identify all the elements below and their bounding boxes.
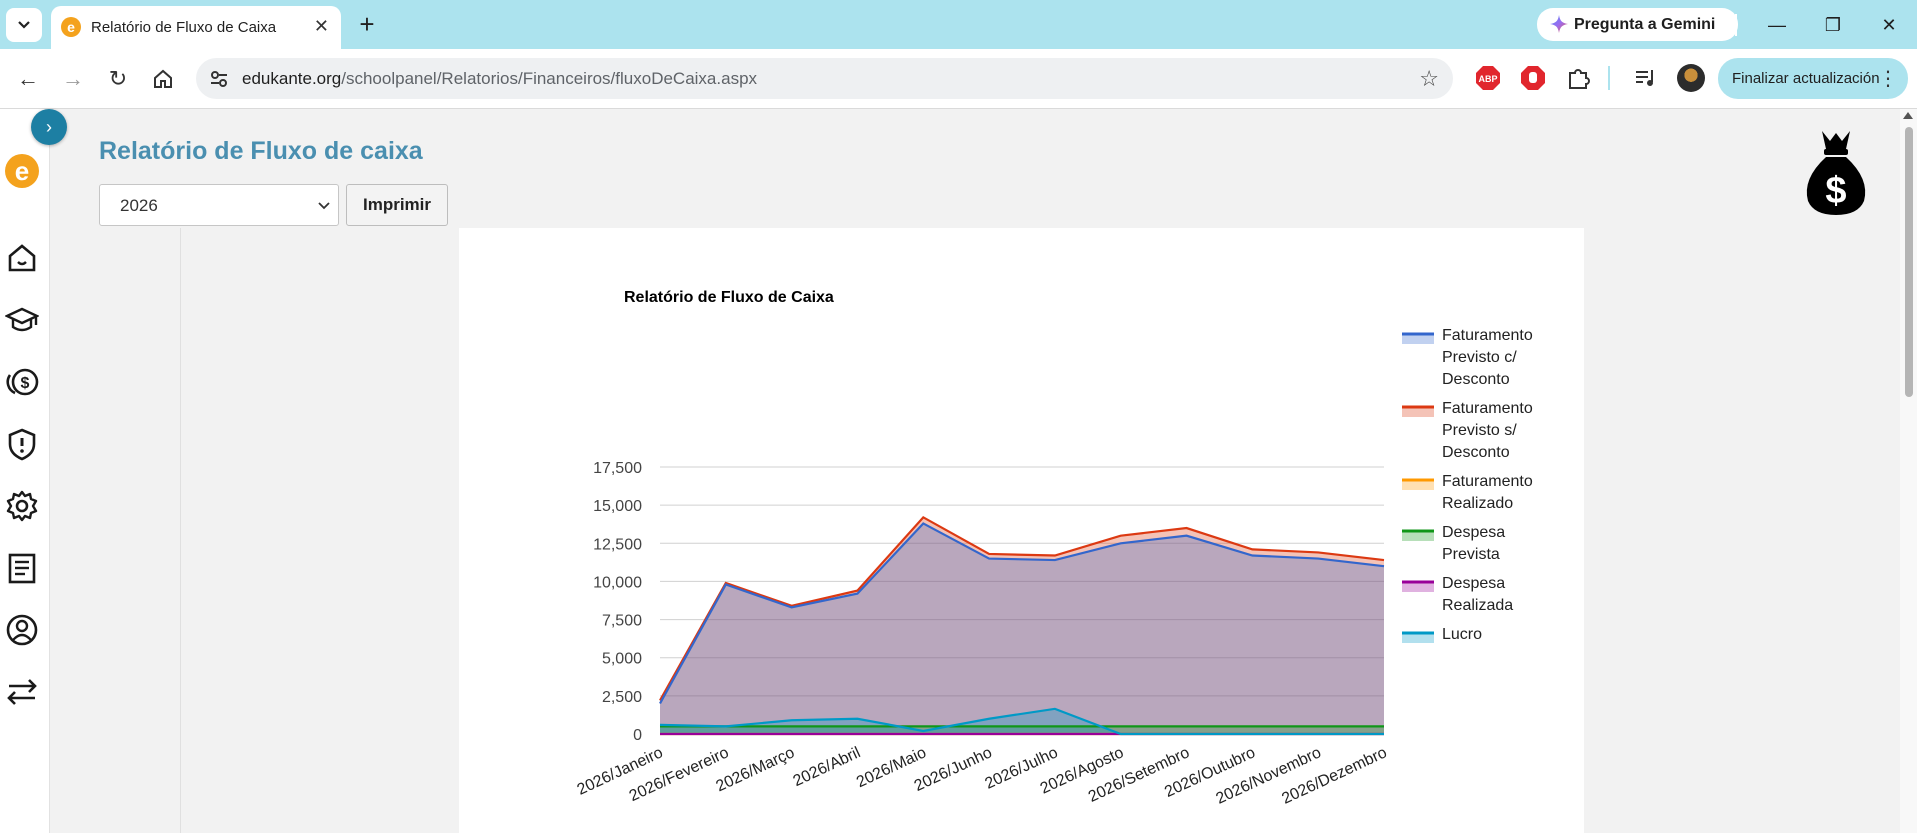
chevron-down-icon <box>18 21 30 29</box>
edukante-favicon-icon: e <box>61 17 81 37</box>
gemini-star-icon <box>1550 15 1568 33</box>
cash-flow-chart: Relatório de Fluxo de Caixa 0 2,500 5,000 7,… <box>575 289 1533 808</box>
series-line-1 <box>659 522 1385 705</box>
series-area-5 <box>660 708 1384 734</box>
stop-hand-icon[interactable] <box>1520 65 1546 91</box>
sidebar: e $ <box>0 109 50 833</box>
minimize-button[interactable]: — <box>1768 15 1786 35</box>
close-tab-icon[interactable]: ✕ <box>313 16 329 36</box>
graduation-cap-icon[interactable] <box>5 303 39 337</box>
chart-panel: Relatório de Fluxo de Caixa 0 2,500 5,000 7,… <box>459 228 1584 833</box>
toolbar-divider <box>1608 66 1610 90</box>
series-line-0 <box>659 515 1385 701</box>
user-circle-icon[interactable] <box>5 613 39 647</box>
site-info-icon[interactable] <box>208 68 230 90</box>
update-label: Finalizar actualización <box>1732 70 1880 87</box>
back-arrow-icon[interactable]: ← <box>17 66 39 91</box>
y-tick-label: 10,000 <box>593 574 642 591</box>
legend-swatch <box>1402 531 1434 541</box>
legend-label: Realizada <box>1442 597 1513 614</box>
scroll-up-arrow-icon[interactable] <box>1903 112 1913 119</box>
legend-label: Previsto s/ <box>1442 422 1517 439</box>
svg-text:ABP: ABP <box>1478 74 1497 84</box>
series-area-0 <box>660 517 1384 734</box>
browser-tab-bar: e Relatório de Fluxo de Caixa ✕ + Pregun… <box>0 0 1917 49</box>
gemini-button[interactable]: Pregunta a Gemini <box>1537 8 1738 41</box>
legend-label: Realizado <box>1442 495 1513 512</box>
legend-label: Desconto <box>1442 444 1510 461</box>
browser-toolbar: ← → ↻ edukante.org/schoolpanel/Relatorio… <box>0 49 1917 109</box>
legend-swatch <box>1402 582 1434 592</box>
svg-text:$: $ <box>21 375 30 392</box>
y-tick-label: 5,000 <box>602 651 642 668</box>
scroll-thumb[interactable] <box>1905 127 1913 397</box>
url-text: edukante.org/schoolpanel/Relatorios/Fina… <box>242 69 757 89</box>
gear-icon[interactable] <box>5 489 39 523</box>
legend-swatch <box>1402 480 1434 490</box>
svg-text:$: $ <box>1825 170 1846 212</box>
year-select[interactable]: 2026 <box>99 184 339 226</box>
year-select-value: 2026 <box>120 196 158 215</box>
media-icon[interactable] <box>1633 65 1659 91</box>
legend-swatch <box>1402 334 1434 344</box>
legend-label: Faturamento <box>1442 327 1533 344</box>
legend-swatch <box>1402 407 1434 417</box>
legend-label: Faturamento <box>1442 473 1533 490</box>
update-button[interactable]: Finalizar actualización ⋮ <box>1718 58 1908 99</box>
shield-icon[interactable] <box>5 427 39 461</box>
home-icon[interactable] <box>5 241 39 275</box>
legend-label: Previsto c/ <box>1442 349 1517 366</box>
page-content: e $ › Relatório de Fluxo de caixa 2026 I… <box>0 109 1917 833</box>
home-icon[interactable] <box>148 64 178 94</box>
coins-icon[interactable]: $ <box>5 365 39 399</box>
print-button[interactable]: Imprimir <box>346 184 448 226</box>
document-icon[interactable] <box>5 551 39 585</box>
chevron-down-icon <box>318 202 330 210</box>
legend-label: Despesa <box>1442 575 1505 592</box>
legend-label: Prevista <box>1442 546 1500 563</box>
left-panel <box>99 228 181 833</box>
y-tick-label: 17,500 <box>593 460 642 477</box>
abp-icon[interactable]: ABP <box>1475 65 1501 91</box>
money-bag-icon: $ <box>1806 131 1866 215</box>
page-title: Relatório de Fluxo de caixa <box>99 137 423 165</box>
gemini-label: Pregunta a Gemini <box>1574 16 1716 33</box>
edukante-logo[interactable]: e <box>5 154 39 188</box>
menu-dots-icon[interactable]: ⋮ <box>1878 68 1898 90</box>
legend-label: Desconto <box>1442 371 1510 388</box>
y-tick-label: 2,500 <box>602 689 642 706</box>
legend-label: Faturamento <box>1442 400 1533 417</box>
y-tick-label: 0 <box>633 727 642 744</box>
transfer-icon[interactable] <box>5 675 39 709</box>
browser-tab[interactable]: e Relatório de Fluxo de Caixa ✕ <box>51 6 341 49</box>
bookmark-star-icon[interactable]: ☆ <box>1419 66 1439 91</box>
forward-arrow-icon[interactable]: → <box>62 66 84 91</box>
url-host: edukante.org <box>242 69 342 88</box>
address-bar[interactable]: edukante.org/schoolpanel/Relatorios/Fina… <box>196 58 1453 99</box>
legend-label: Despesa <box>1442 524 1505 541</box>
puzzle-icon[interactable] <box>1565 65 1591 91</box>
scrollbar[interactable] <box>1900 109 1917 833</box>
profile-avatar[interactable] <box>1677 64 1705 92</box>
tab-search-button[interactable] <box>6 8 42 42</box>
close-window-button[interactable]: ✕ <box>1881 15 1897 35</box>
series-area-1 <box>660 523 1384 734</box>
chart-title: Relatório de Fluxo de Caixa <box>624 289 834 306</box>
legend-swatch <box>1402 633 1434 643</box>
y-tick-label: 12,500 <box>593 536 642 553</box>
legend-label: Lucro <box>1442 626 1482 643</box>
y-tick-label: 15,000 <box>593 498 642 515</box>
reload-icon[interactable]: ↻ <box>108 66 128 91</box>
series-line-5 <box>659 707 1384 736</box>
tab-title: Relatório de Fluxo de Caixa <box>91 19 277 36</box>
divider <box>1735 14 1737 36</box>
x-tick-label: 2026/Abril <box>791 744 863 790</box>
series-area-3 <box>660 726 1384 734</box>
sidebar-expand-button[interactable]: › <box>31 109 67 145</box>
new-tab-button[interactable]: + <box>359 9 375 39</box>
y-tick-label: 7,500 <box>602 613 642 630</box>
url-path: /schoolpanel/Relatorios/Financeiros/flux… <box>341 69 758 88</box>
restore-button[interactable]: ❐ <box>1824 15 1842 35</box>
